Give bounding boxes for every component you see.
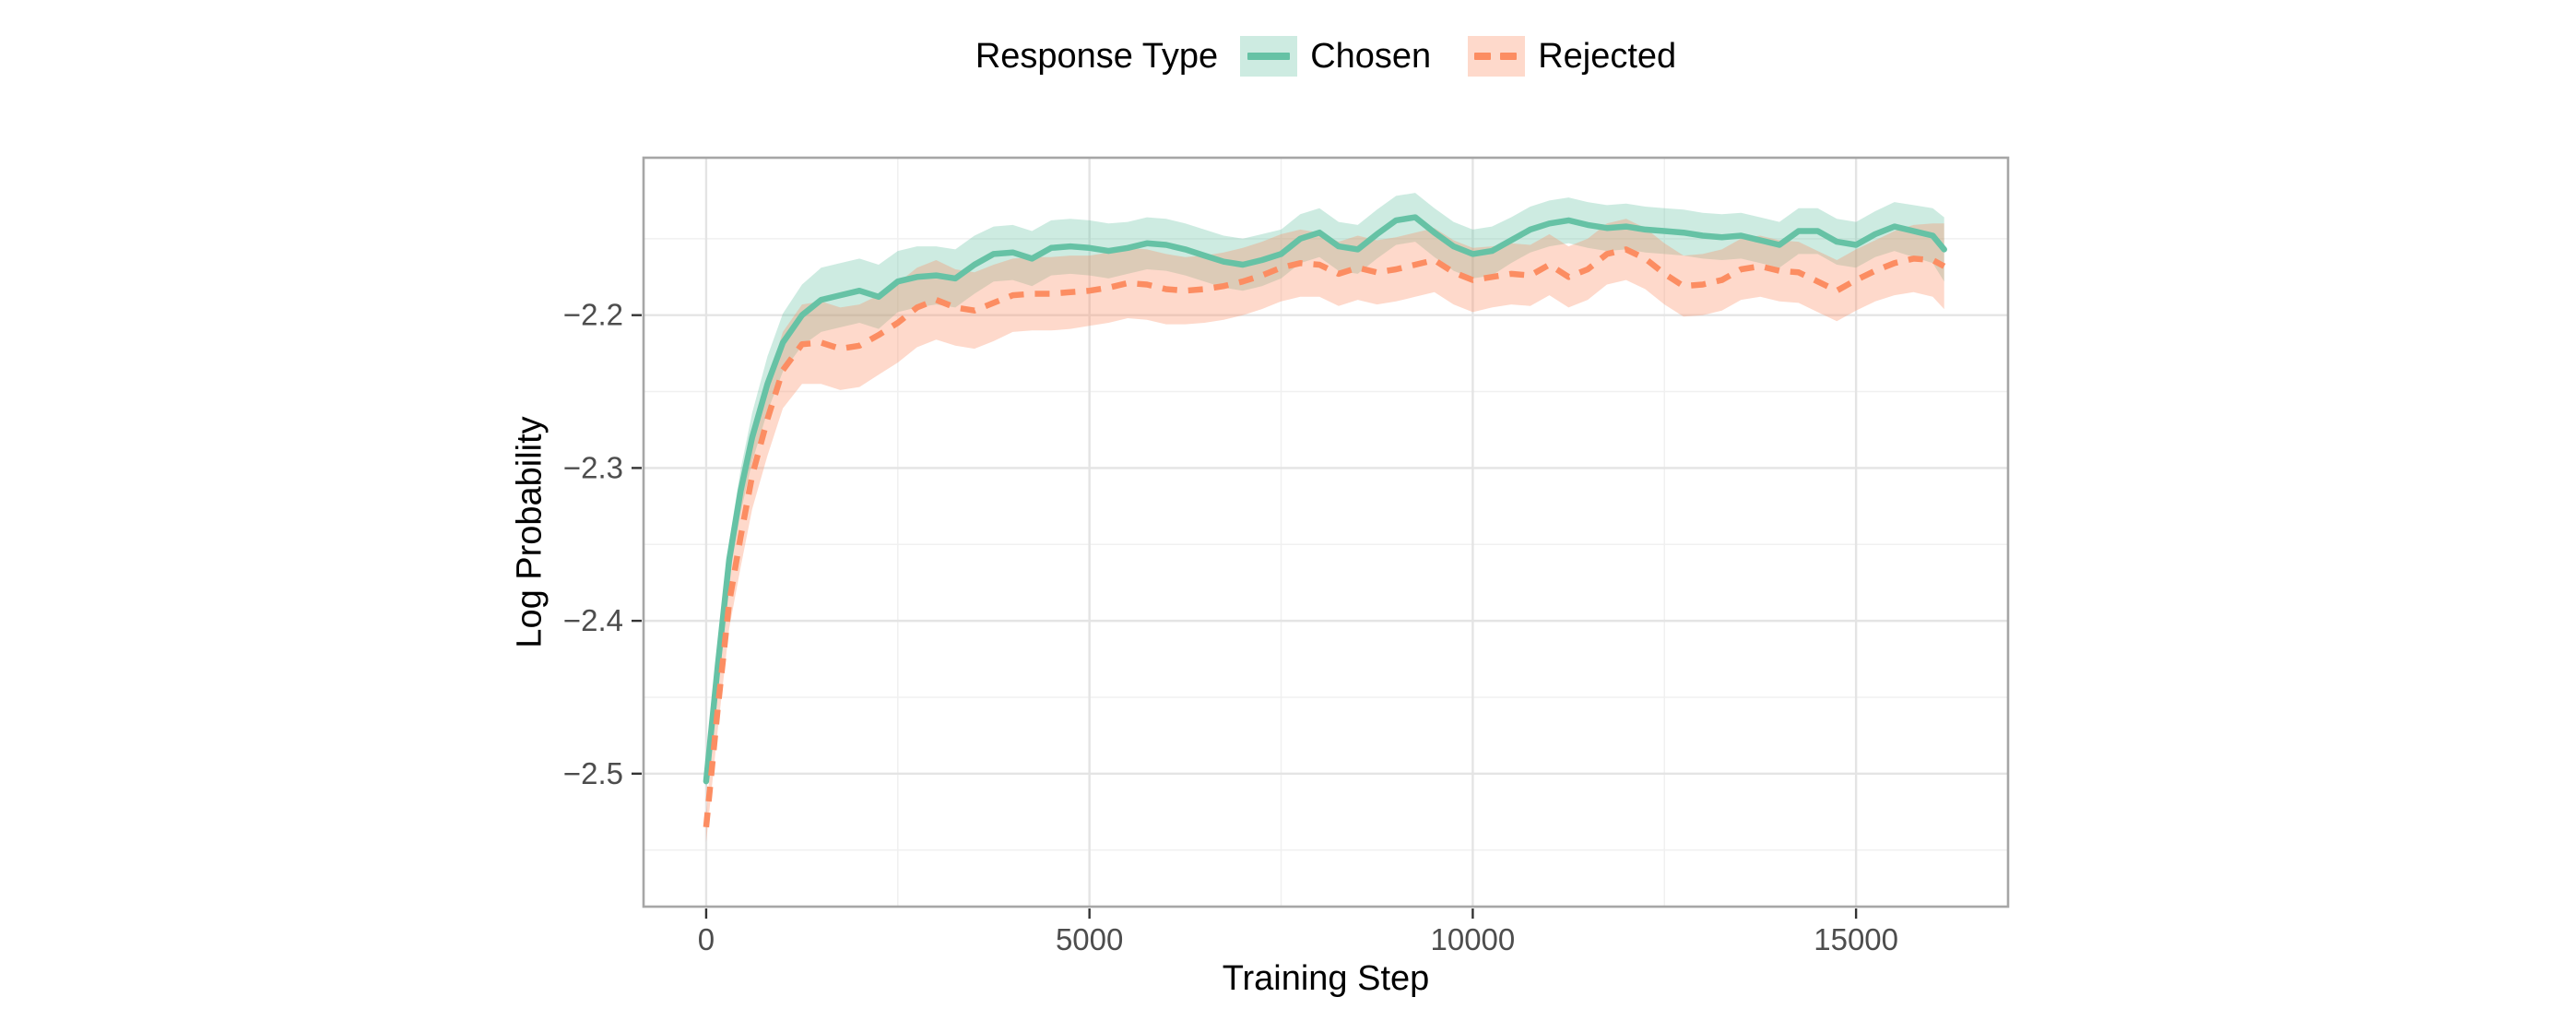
panel-background: [644, 158, 2008, 907]
y-tick-label: −2.2: [563, 298, 623, 332]
y-tick-label: −2.5: [563, 756, 623, 790]
legend-key-dash: [1500, 53, 1518, 60]
legend-title: Response Type: [975, 36, 1219, 76]
legend-key-line: [1247, 53, 1291, 60]
series-lines: [703, 214, 1947, 828]
legend-label-rejected: Rejected: [1538, 36, 1677, 76]
axis-tick-marks: [632, 314, 1858, 919]
legend-key-rejected-icon: [1468, 36, 1526, 77]
axis-tick-labels: 0 5000 10000 15000 −2.2 −2.3 −2.4 −2.5: [563, 298, 1898, 956]
x-tick-label: 15000: [1814, 922, 1898, 956]
panel-rect: [644, 158, 2008, 907]
y-tick-label: −2.4: [563, 603, 623, 637]
grid-major: [644, 158, 2008, 907]
y-axis-title: Log Probability: [510, 416, 549, 648]
y-tick-label: −2.3: [563, 450, 623, 484]
panel-border: [642, 156, 2010, 908]
panel-border-rect: [642, 156, 2010, 908]
line-chosen: [703, 214, 1947, 785]
legend-key-chosen-icon: [1240, 36, 1298, 77]
legend-key-dash: [1474, 53, 1492, 60]
legend-label-chosen: Chosen: [1310, 36, 1432, 76]
legend: Response Type Chosen Rejected: [644, 28, 2008, 85]
x-tick-label: 5000: [1056, 922, 1123, 956]
x-tick-label: 0: [698, 922, 715, 956]
x-tick-label: 10000: [1431, 922, 1516, 956]
line-rejected: [703, 246, 1946, 828]
x-axis-title: Training Step: [1222, 959, 1430, 998]
ribbon-chosen: [705, 193, 1944, 791]
